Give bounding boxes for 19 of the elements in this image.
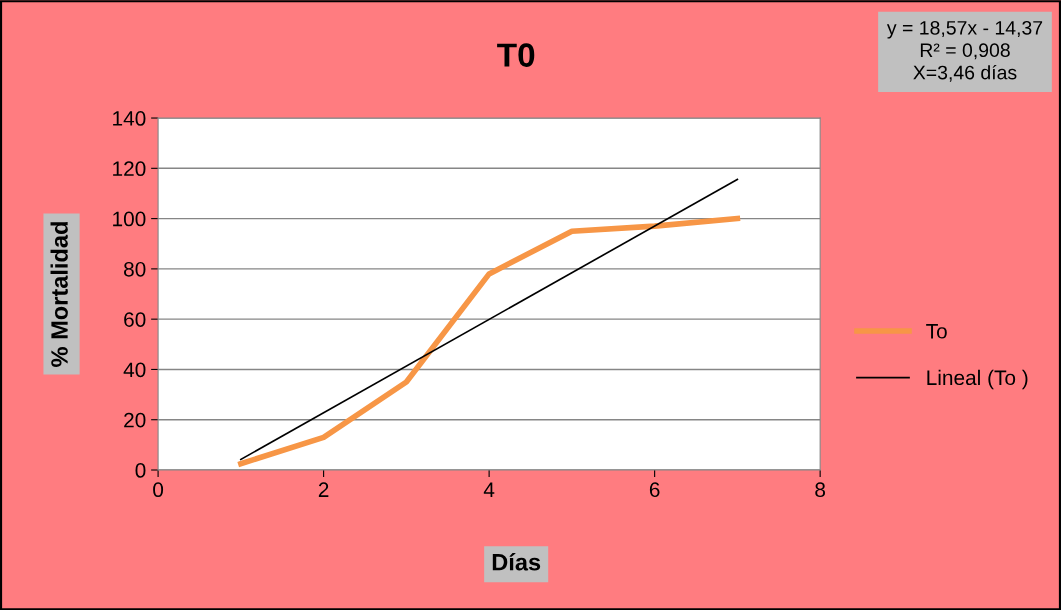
x-tick-label: 4: [483, 482, 495, 497]
x-tick-label: 6: [649, 482, 660, 498]
text: y = 18,57x - 14,37 R² = 0,908 X=3,46 días: [886, 20, 1043, 82]
x-tick-label: 0: [153, 482, 164, 498]
y-tick-label: 0: [135, 463, 146, 478]
y-axis-title: % Mortalidad: [50, 222, 68, 367]
legend-label: Lineal (To ): [927, 369, 1028, 390]
y-tick-label: 120: [113, 161, 146, 177]
y-tick-label: 20: [124, 412, 146, 428]
y-tick-label: 40: [123, 362, 146, 378]
chart-title: T0: [497, 43, 535, 67]
legend-label: To: [926, 324, 947, 339]
y-tick-label: 100: [113, 211, 146, 227]
y-tick-label: 80: [124, 261, 146, 277]
x-axis-title: Días: [492, 553, 541, 571]
x-tick-label: 8: [815, 482, 826, 498]
y-tick-label: 140: [113, 111, 146, 126]
y-tick-label: 60: [124, 312, 146, 327]
x-tick-label: 2: [318, 482, 329, 497]
